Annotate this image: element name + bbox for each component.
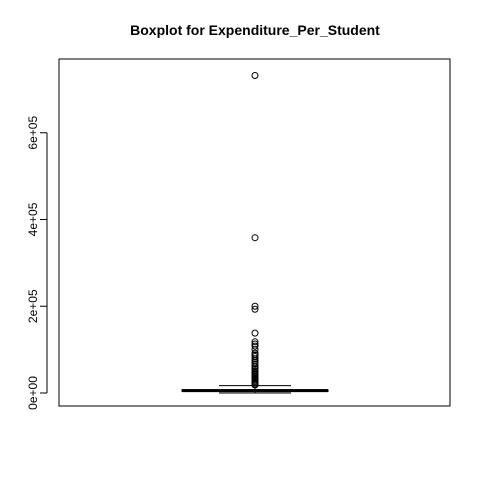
- outlier-point: [251, 342, 259, 350]
- box-group: [181, 385, 329, 394]
- outlier-point: [251, 329, 259, 337]
- chart-title: Boxplot for Expenditure_Per_Student: [130, 22, 380, 38]
- outlier-point: [251, 234, 259, 242]
- y-tick-label: 0e+00: [26, 376, 40, 410]
- y-tick-label: 4e+05: [26, 202, 40, 236]
- outlier-points: [251, 71, 259, 389]
- outlier-point: [251, 360, 259, 368]
- outlier-point: [251, 338, 259, 346]
- outlier-point: [251, 305, 259, 313]
- y-axis: 0e+00 2e+05 4e+05 6e+05: [26, 116, 48, 410]
- y-tick-label: 2e+05: [26, 289, 40, 323]
- outlier-point: [251, 346, 259, 354]
- outlier-point: [251, 381, 259, 389]
- y-tick-label: 6e+05: [26, 116, 40, 150]
- outlier-point: [251, 71, 259, 79]
- outlier-point: [251, 302, 259, 310]
- plot-frame: [58, 58, 451, 407]
